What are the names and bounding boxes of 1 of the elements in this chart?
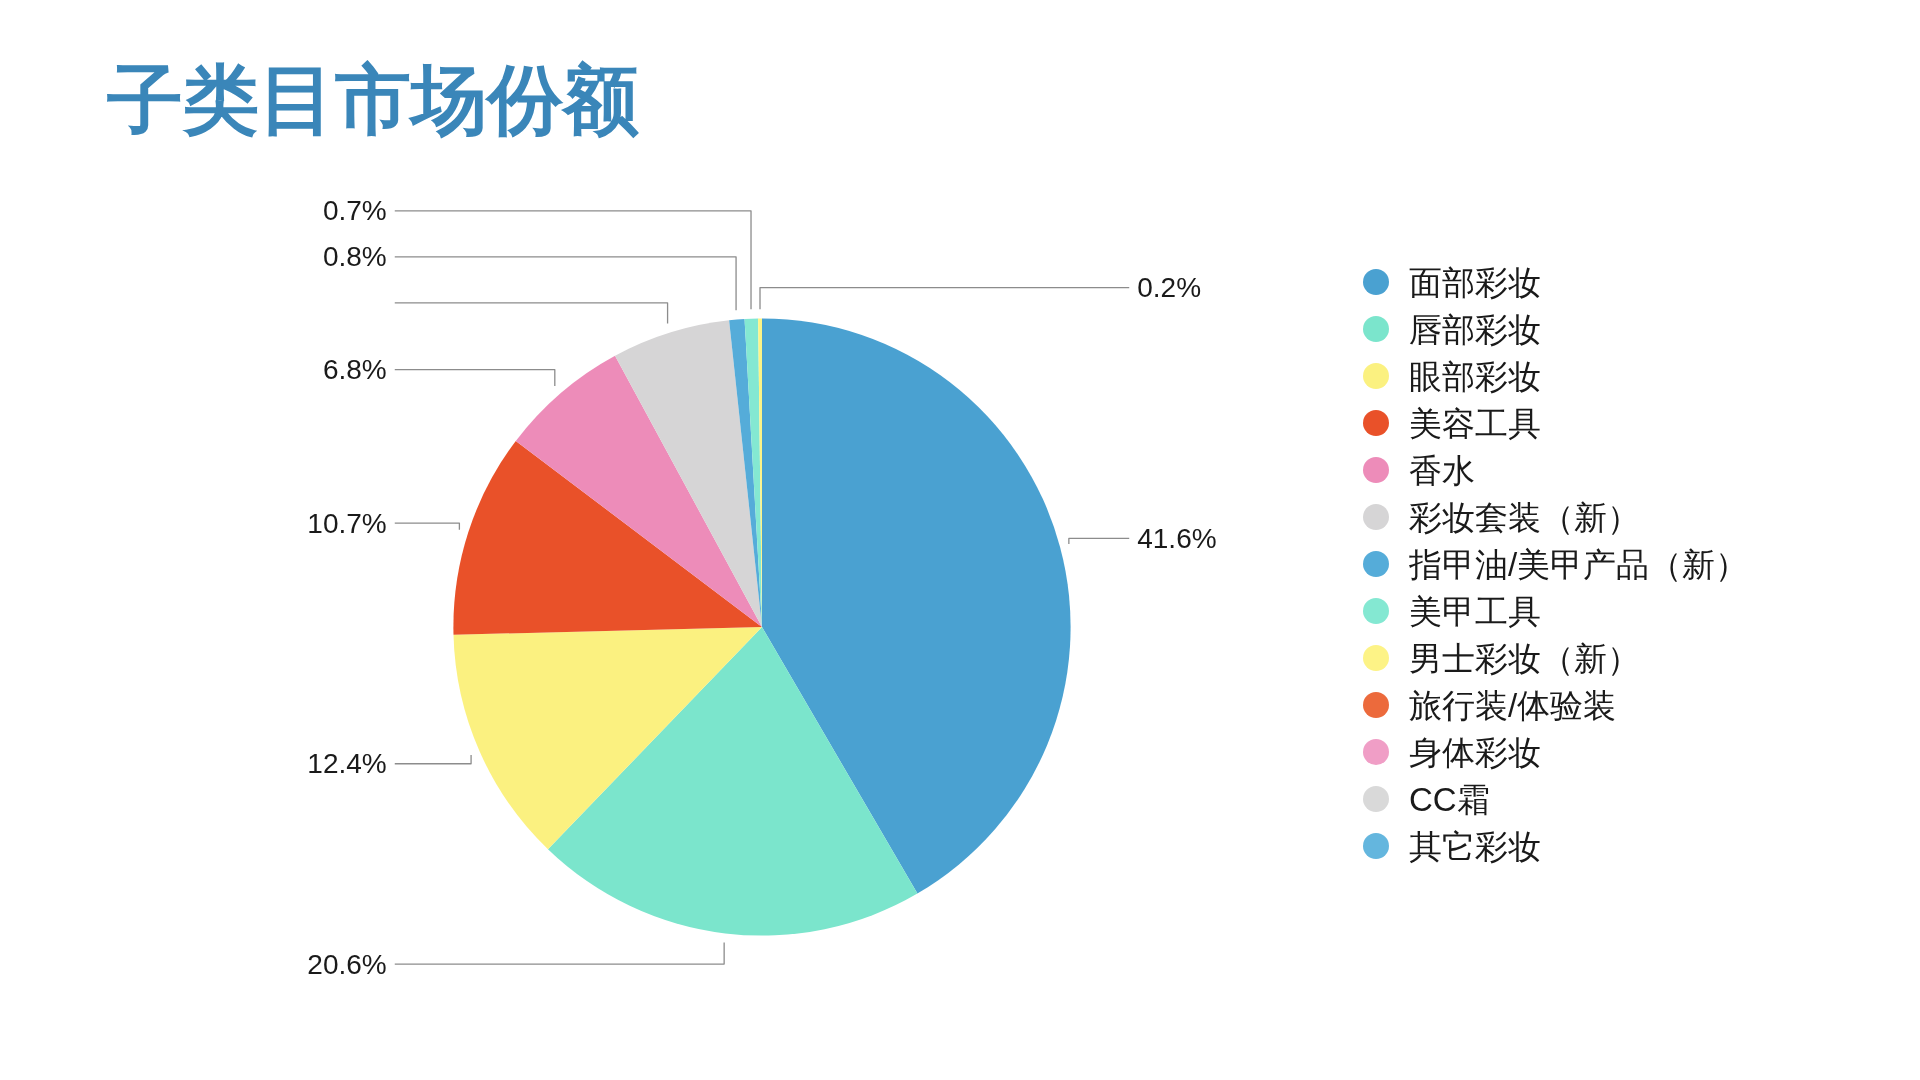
title: 子类目市场份额 xyxy=(107,57,639,142)
